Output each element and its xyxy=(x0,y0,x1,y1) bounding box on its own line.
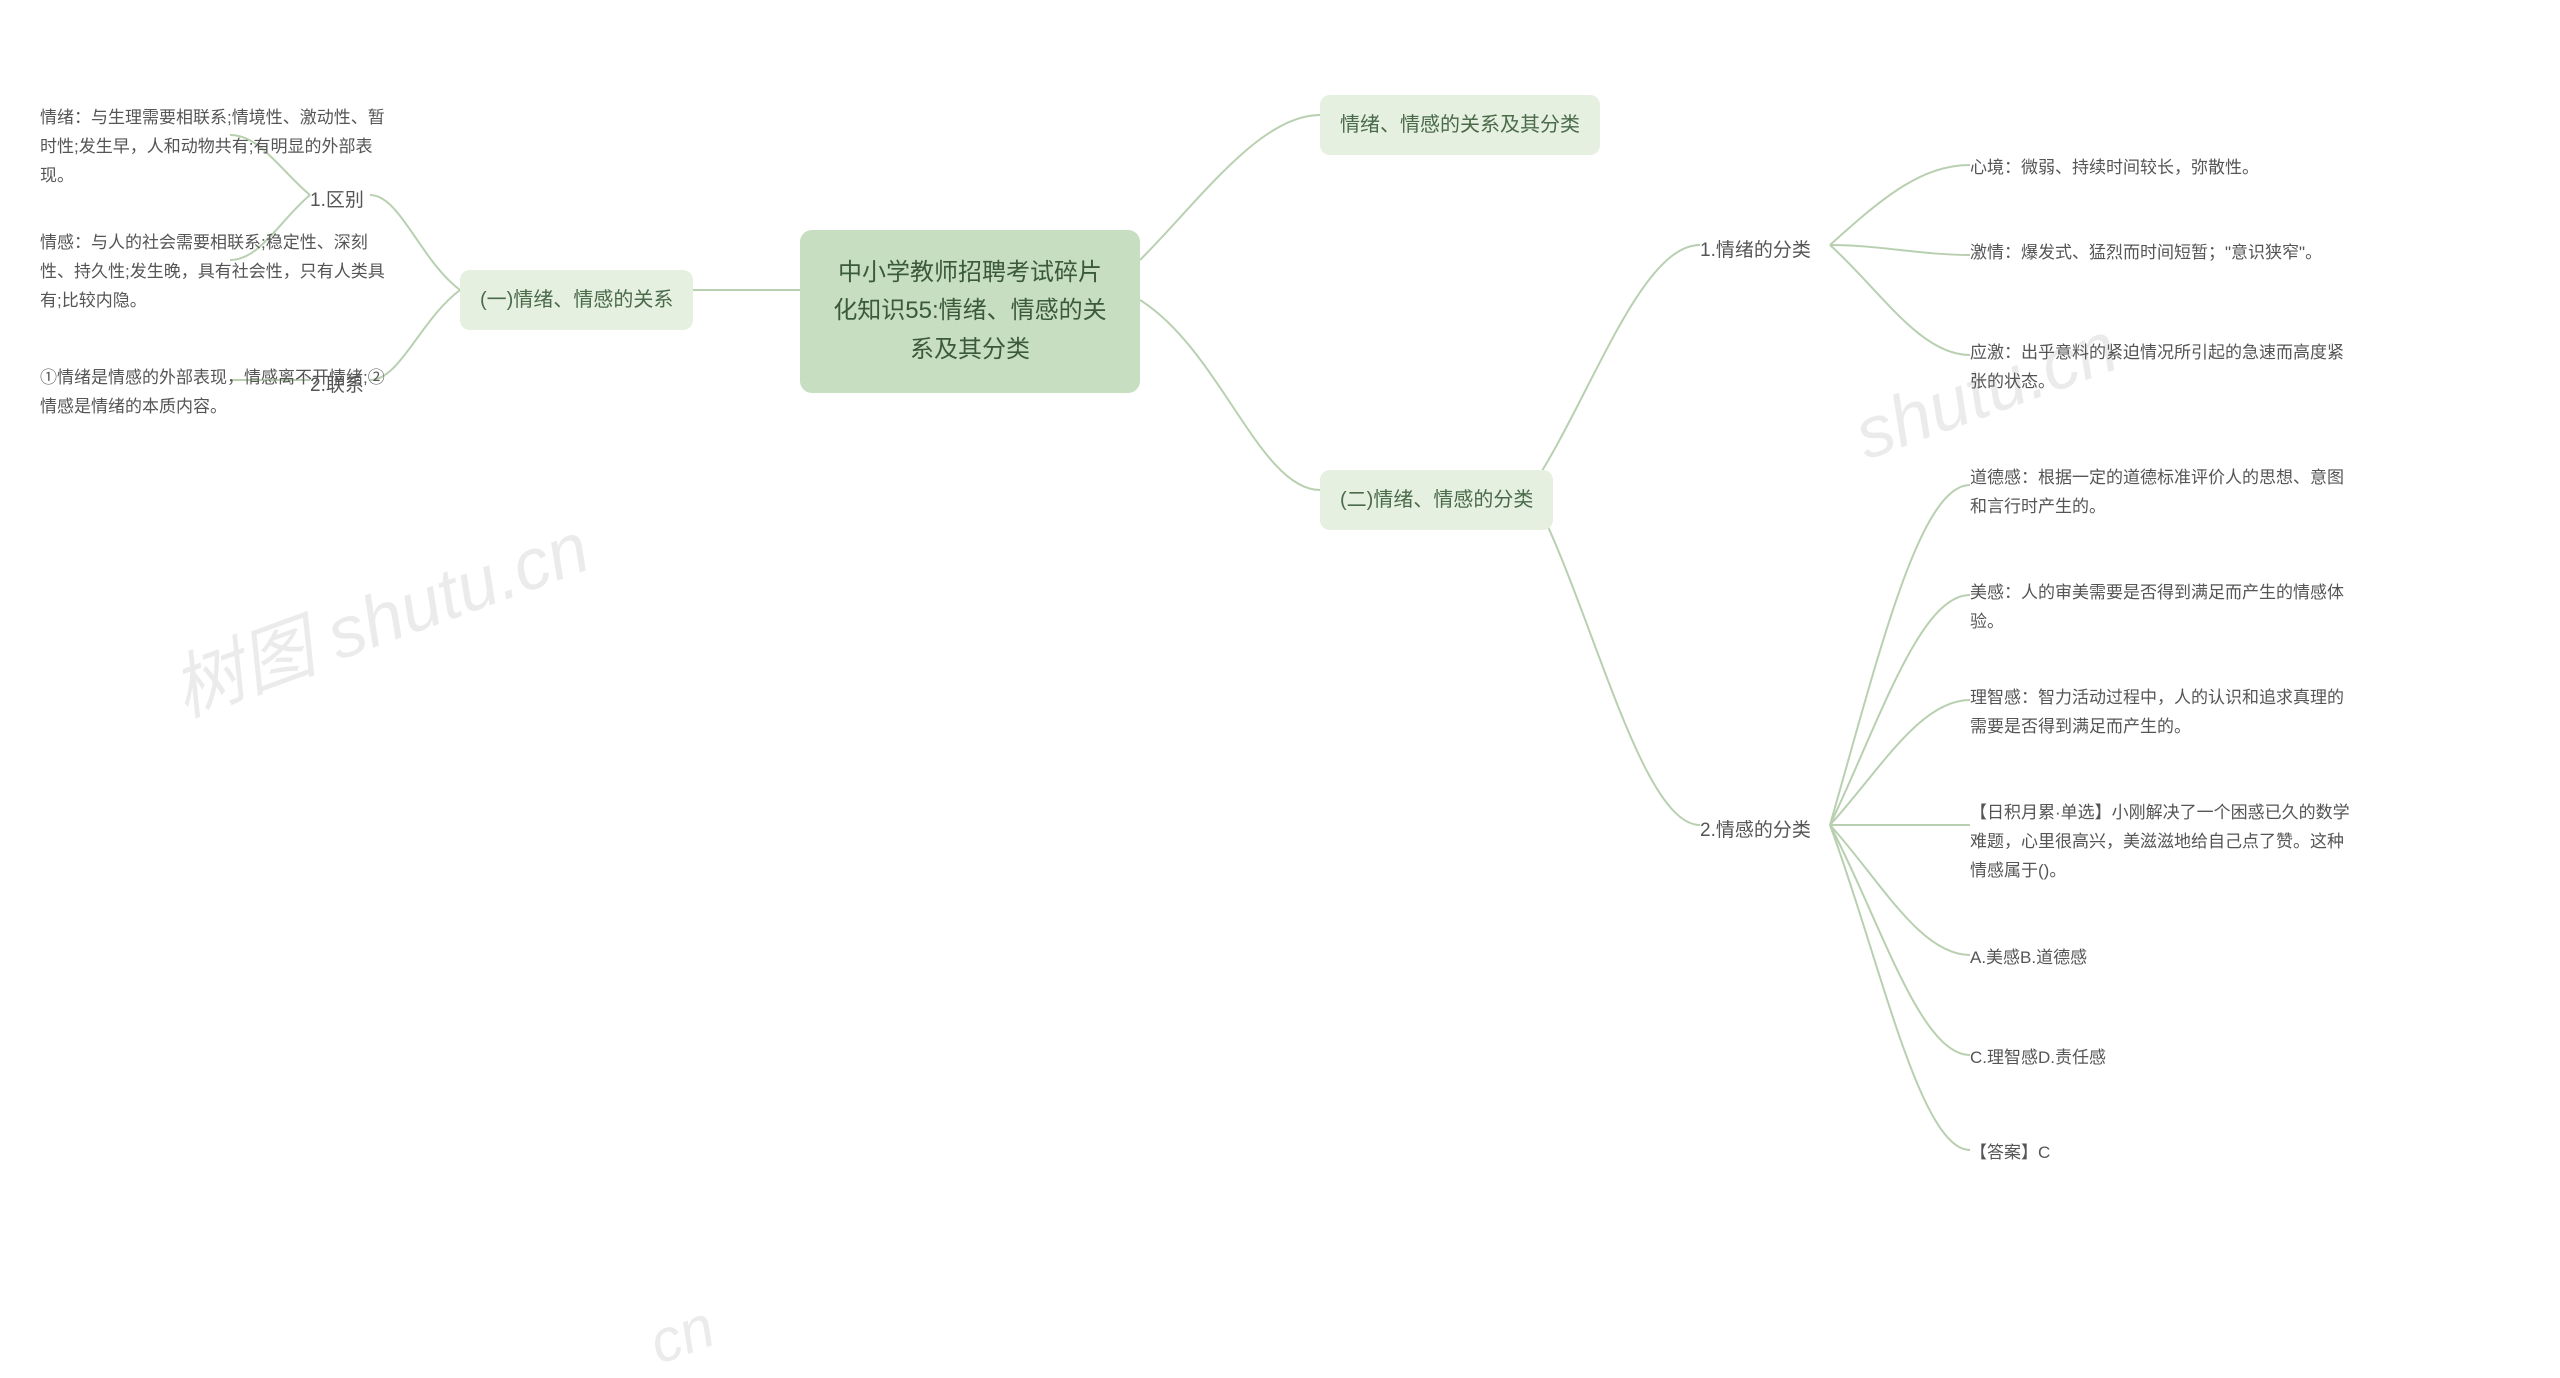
mindmap-root: 中小学教师招聘考试碎片化知识55:情绪、情感的关系及其分类 xyxy=(800,230,1140,393)
leaf-answer: 【答案】C xyxy=(1970,1135,2050,1172)
leaf-option-ab: A.美感B.道德感 xyxy=(1970,940,2087,977)
leaf-lianxi-detail: ①情绪是情感的外部表现，情感离不开情绪;②情感是情绪的本质内容。 xyxy=(40,360,400,426)
node-right-top: 情绪、情感的关系及其分类 xyxy=(1320,95,1600,155)
node-right-title: (二)情绪、情感的分类 xyxy=(1320,470,1553,530)
node-left-title: (一)情绪、情感的关系 xyxy=(460,270,693,330)
leaf-meigan: 美感：人的审美需要是否得到满足而产生的情感体验。 xyxy=(1970,575,2350,641)
leaf-qinggan-def: 情感：与人的社会需要相联系;稳定性、深刻性、持久性;发生晚，具有社会性，只有人类… xyxy=(40,225,400,320)
leaf-lizhigan: 理智感：智力活动过程中，人的认识和追求真理的需要是否得到满足而产生的。 xyxy=(1970,680,2350,746)
leaf-option-cd: C.理智感D.责任感 xyxy=(1970,1040,2106,1077)
leaf-question: 【日积月累·单选】小刚解决了一个困惑已久的数学难题，心里很高兴，美滋滋地给自己点… xyxy=(1970,795,2350,890)
leaf-daodegan: 道德感：根据一定的道德标准评价人的思想、意图和言行时产生的。 xyxy=(1970,460,2350,526)
leaf-jiqing: 激情：爆发式、猛烈而时间短暂；"意识狭窄"。 xyxy=(1970,235,2322,272)
leaf-yingji: 应激：出乎意料的紧迫情况所引起的急速而高度紧张的状态。 xyxy=(1970,335,2350,401)
watermark: cn xyxy=(640,1291,723,1378)
node-feeling-types: 2.情感的分类 xyxy=(1700,810,1811,852)
leaf-xinjing: 心境：微弱、持续时间较长，弥散性。 xyxy=(1970,150,2259,187)
leaf-qingxu-def: 情绪：与生理需要相联系;情境性、激动性、暂时性;发生早，人和动物共有;有明显的外… xyxy=(40,100,400,195)
node-emotion-types: 1.情绪的分类 xyxy=(1700,230,1811,272)
watermark: 树图 shutu.cn xyxy=(155,489,601,737)
